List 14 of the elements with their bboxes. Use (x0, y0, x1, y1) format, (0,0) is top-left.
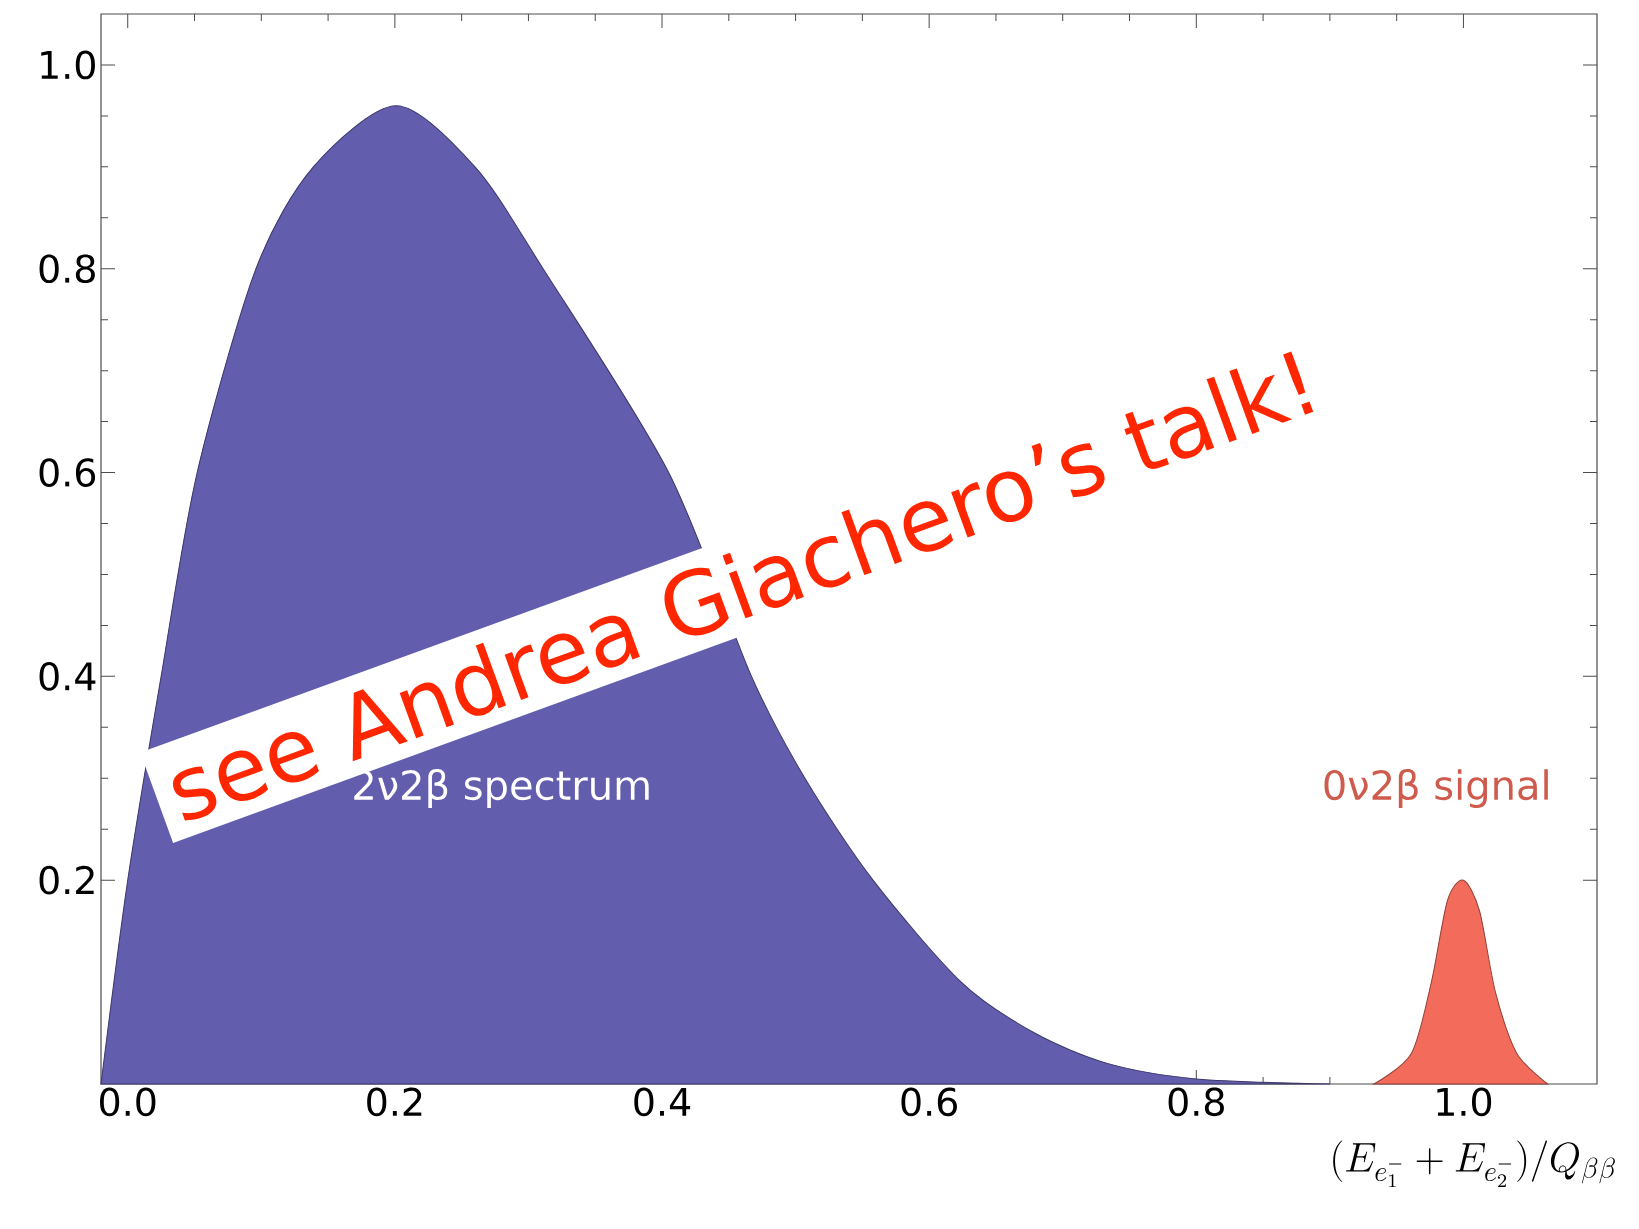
text: 0ν2β signal (1324, 768, 1548, 808)
x-tick-label: 0.2 (367, 1087, 422, 1117)
x-axis-title: $(E_{e_1^-}+E_{e_2^-})/Q_{\beta\beta}$ (1333, 1140, 1615, 1188)
x-tick-label: 0.0 (100, 1087, 156, 1117)
y-tick-label: 0.6 (39, 458, 96, 487)
series-label: 2ν2β spectrum (354, 768, 649, 808)
y-tick-label: 0.4 (39, 662, 96, 691)
x-tick-label: 0.4 (634, 1087, 691, 1117)
y-tick-label: 0.8 (39, 254, 95, 284)
y-tick-label: 0.2 (39, 865, 94, 895)
x-tick-label: 0.8 (1168, 1087, 1224, 1117)
y-tick-label: 1.0 (41, 50, 95, 80)
x-tick-label: 0.6 (901, 1087, 957, 1117)
x-tick-label: 1.0 (1437, 1087, 1492, 1117)
